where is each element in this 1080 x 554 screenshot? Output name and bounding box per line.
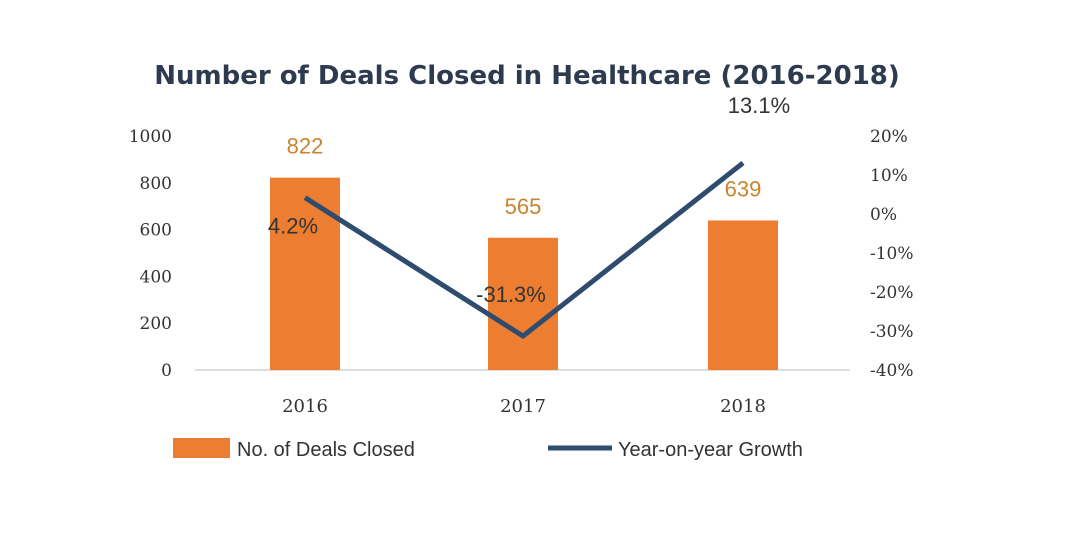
bar (488, 237, 558, 370)
x-tick-label: 2017 (500, 396, 546, 417)
bar-data-label: 822 (287, 134, 324, 159)
x-tick-label: 2016 (282, 396, 328, 417)
left-tick-label: 0 (161, 361, 172, 381)
right-tick-label: -10% (870, 244, 914, 264)
right-tick-label: 10% (870, 166, 908, 186)
legend-label-growth: Year-on-year Growth (618, 439, 803, 461)
right-tick-label: 20% (870, 127, 908, 147)
line-series (303, 160, 745, 339)
legend: No. of Deals Closed Year-on-year Growth (173, 438, 803, 461)
right-axis-ticks: -40% -30% -20% -10% 0% 10% 20% (870, 127, 914, 381)
left-tick-label: 200 (140, 314, 172, 334)
bar-data-label: 565 (505, 194, 542, 219)
right-tick-label: -40% (870, 361, 914, 381)
bar (270, 177, 340, 370)
growth-line (303, 160, 745, 339)
growth-data-label: 13.1% (728, 93, 790, 118)
left-tick-label: 400 (140, 267, 172, 287)
right-tick-label: 0% (870, 205, 897, 225)
right-tick-label: -20% (870, 283, 914, 303)
x-axis-ticks: 2016 2017 2018 (282, 396, 766, 417)
growth-data-label: -31.3% (476, 282, 546, 307)
bar-data-label: 639 (725, 176, 762, 201)
legend-swatch-deals (173, 438, 230, 458)
chart-title: Number of Deals Closed in Healthcare (20… (154, 61, 900, 91)
growth-data-label: 4.2% (268, 214, 318, 239)
left-tick-label: 600 (140, 221, 172, 241)
left-tick-label: 800 (140, 174, 172, 194)
legend-label-deals: No. of Deals Closed (237, 439, 415, 461)
right-tick-label: -30% (870, 322, 914, 342)
left-tick-label: 1000 (129, 127, 172, 147)
left-axis-ticks: 0 200 400 600 800 1000 (129, 127, 172, 381)
line-data-labels: 4.2% -31.3% 13.1% (268, 93, 790, 307)
bar-data-labels: 822 565 639 (287, 134, 762, 219)
bar (708, 220, 778, 370)
x-tick-label: 2018 (720, 396, 766, 417)
